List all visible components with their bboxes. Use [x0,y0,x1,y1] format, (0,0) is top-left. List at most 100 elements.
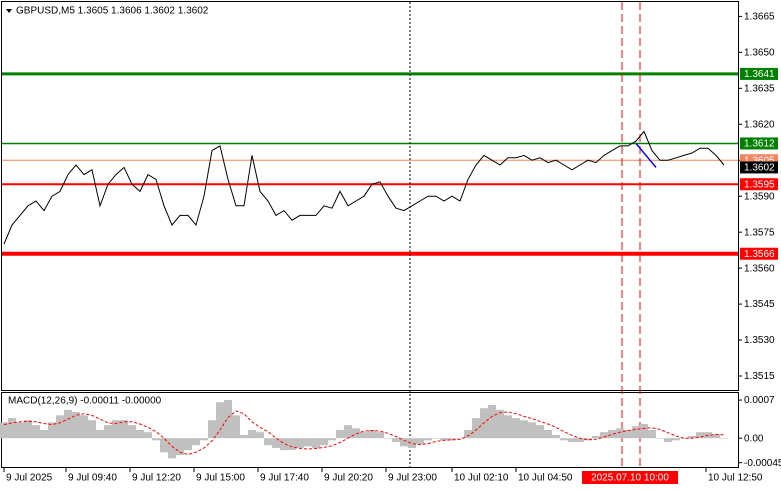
y-tick-label: 0.00 [744,433,764,444]
signal-line [3,410,725,456]
macd-bar [520,420,528,439]
level-label: 1.3595 [744,179,775,190]
y-tick-label: 1.3665 [744,12,775,23]
macd-bar [656,438,664,439]
y-tick-label: 1.3515 [744,371,775,382]
macd-bar [648,430,656,439]
y-tick-label: -0.00045 [744,458,781,469]
x-tick-label: 10 Jul 12:50 [708,473,763,484]
macd-bar [576,438,584,442]
macd-bar [88,420,96,439]
macd-bar [16,422,24,439]
macd-bar [40,430,48,439]
x-tick-label: 10 Jul 02:10 [454,473,509,484]
y-tick-label: 1.3590 [744,191,775,202]
macd-bar [328,438,336,441]
macd-bar [440,438,448,441]
x-tick-label: 9 Jul 23:00 [388,473,437,484]
macd-bar [0,422,8,439]
x-tick-label: 9 Jul 17:40 [260,473,309,484]
macd-bar [48,422,56,439]
time-marker-label: 2025.07.10 10:00 [591,473,669,484]
current-price-label: 1.3602 [744,163,775,174]
x-tick-label: 9 Jul 15:00 [196,473,245,484]
macd-bar [464,430,472,439]
y-tick-label: 1.3620 [744,119,775,130]
chart-title: GBPUSD,M5 1.3605 1.3606 1.3602 1.3602 [16,6,209,17]
current-price-box [740,161,778,174]
macd-bar [360,432,368,439]
macd-bar [536,425,544,439]
macd-bar [376,432,384,439]
macd-bar [312,438,320,448]
x-tick-label: 9 Jul 09:40 [68,473,117,484]
y-tick-label: 1.3530 [744,335,775,346]
price-line [3,130,725,245]
macd-bar [24,420,32,439]
macd-bar [168,438,176,459]
macd-bar [248,430,256,439]
y-tick-label: 1.3635 [744,83,775,94]
macd-bar [304,438,312,447]
macd-bar [256,432,264,439]
macd-bar [472,418,480,439]
macd-bar [720,438,728,439]
macd-bar [448,438,456,441]
macd-bar [528,422,536,439]
macd-bar [176,438,184,456]
y-tick-label: 1.3545 [744,299,775,310]
x-tick-label: 9 Jul 20:20 [324,473,373,484]
macd-bar [696,432,704,439]
macd-bar [136,430,144,439]
macd-bar [192,438,200,446]
level-label: 1.3605 [744,155,775,166]
macd-bar [672,438,680,441]
macd-bar [64,409,72,439]
macd-bar [72,412,80,439]
macd-bar [688,435,696,439]
macd-bar [624,430,632,439]
macd-bar [96,430,104,439]
level-label: 1.3641 [744,69,775,80]
macd-bar [488,404,496,439]
macd-bar [552,434,560,439]
macd-bar [128,425,136,439]
macd-bar [456,438,464,439]
macd-bar [208,420,216,439]
macd-bar [216,402,224,439]
macd-bar [104,425,112,439]
macd-bar [600,432,608,439]
macd-bar [184,438,192,451]
macd-title: MACD(12,26,9) -0.00011 -0.00000 [8,396,162,407]
macd-bar [416,438,424,445]
macd-bar [432,438,440,439]
macd-bar [344,425,352,439]
level-label: 1.3566 [744,249,775,260]
macd-bar [664,438,672,442]
macd-bar [200,438,208,441]
macd-bar [632,426,640,439]
collapse-icon [6,9,12,13]
x-tick-label: 9 Jul 12:20 [132,473,181,484]
macd-bar [320,438,328,446]
macd-bar [352,428,360,439]
macd-bar [608,430,616,439]
macd-bar [8,418,16,439]
macd-bar [112,420,120,439]
level-label-box [740,67,778,80]
macd-bar [584,438,592,441]
macd-bar [544,430,552,439]
x-tick-label: 9 Jul 2025 [6,473,53,484]
y-tick-label: 1.3575 [744,227,775,238]
macd-bar [424,438,432,441]
macd-bar [232,415,240,439]
macd-bar [272,438,280,448]
macd-bar [264,438,272,446]
y-tick-label: 1.3650 [744,47,775,58]
macd-bar [224,400,232,439]
trend-line [635,142,657,168]
x-tick-label: 10 Jul 04:50 [518,473,573,484]
macd-bar [160,438,168,453]
macd-bar [712,434,720,439]
